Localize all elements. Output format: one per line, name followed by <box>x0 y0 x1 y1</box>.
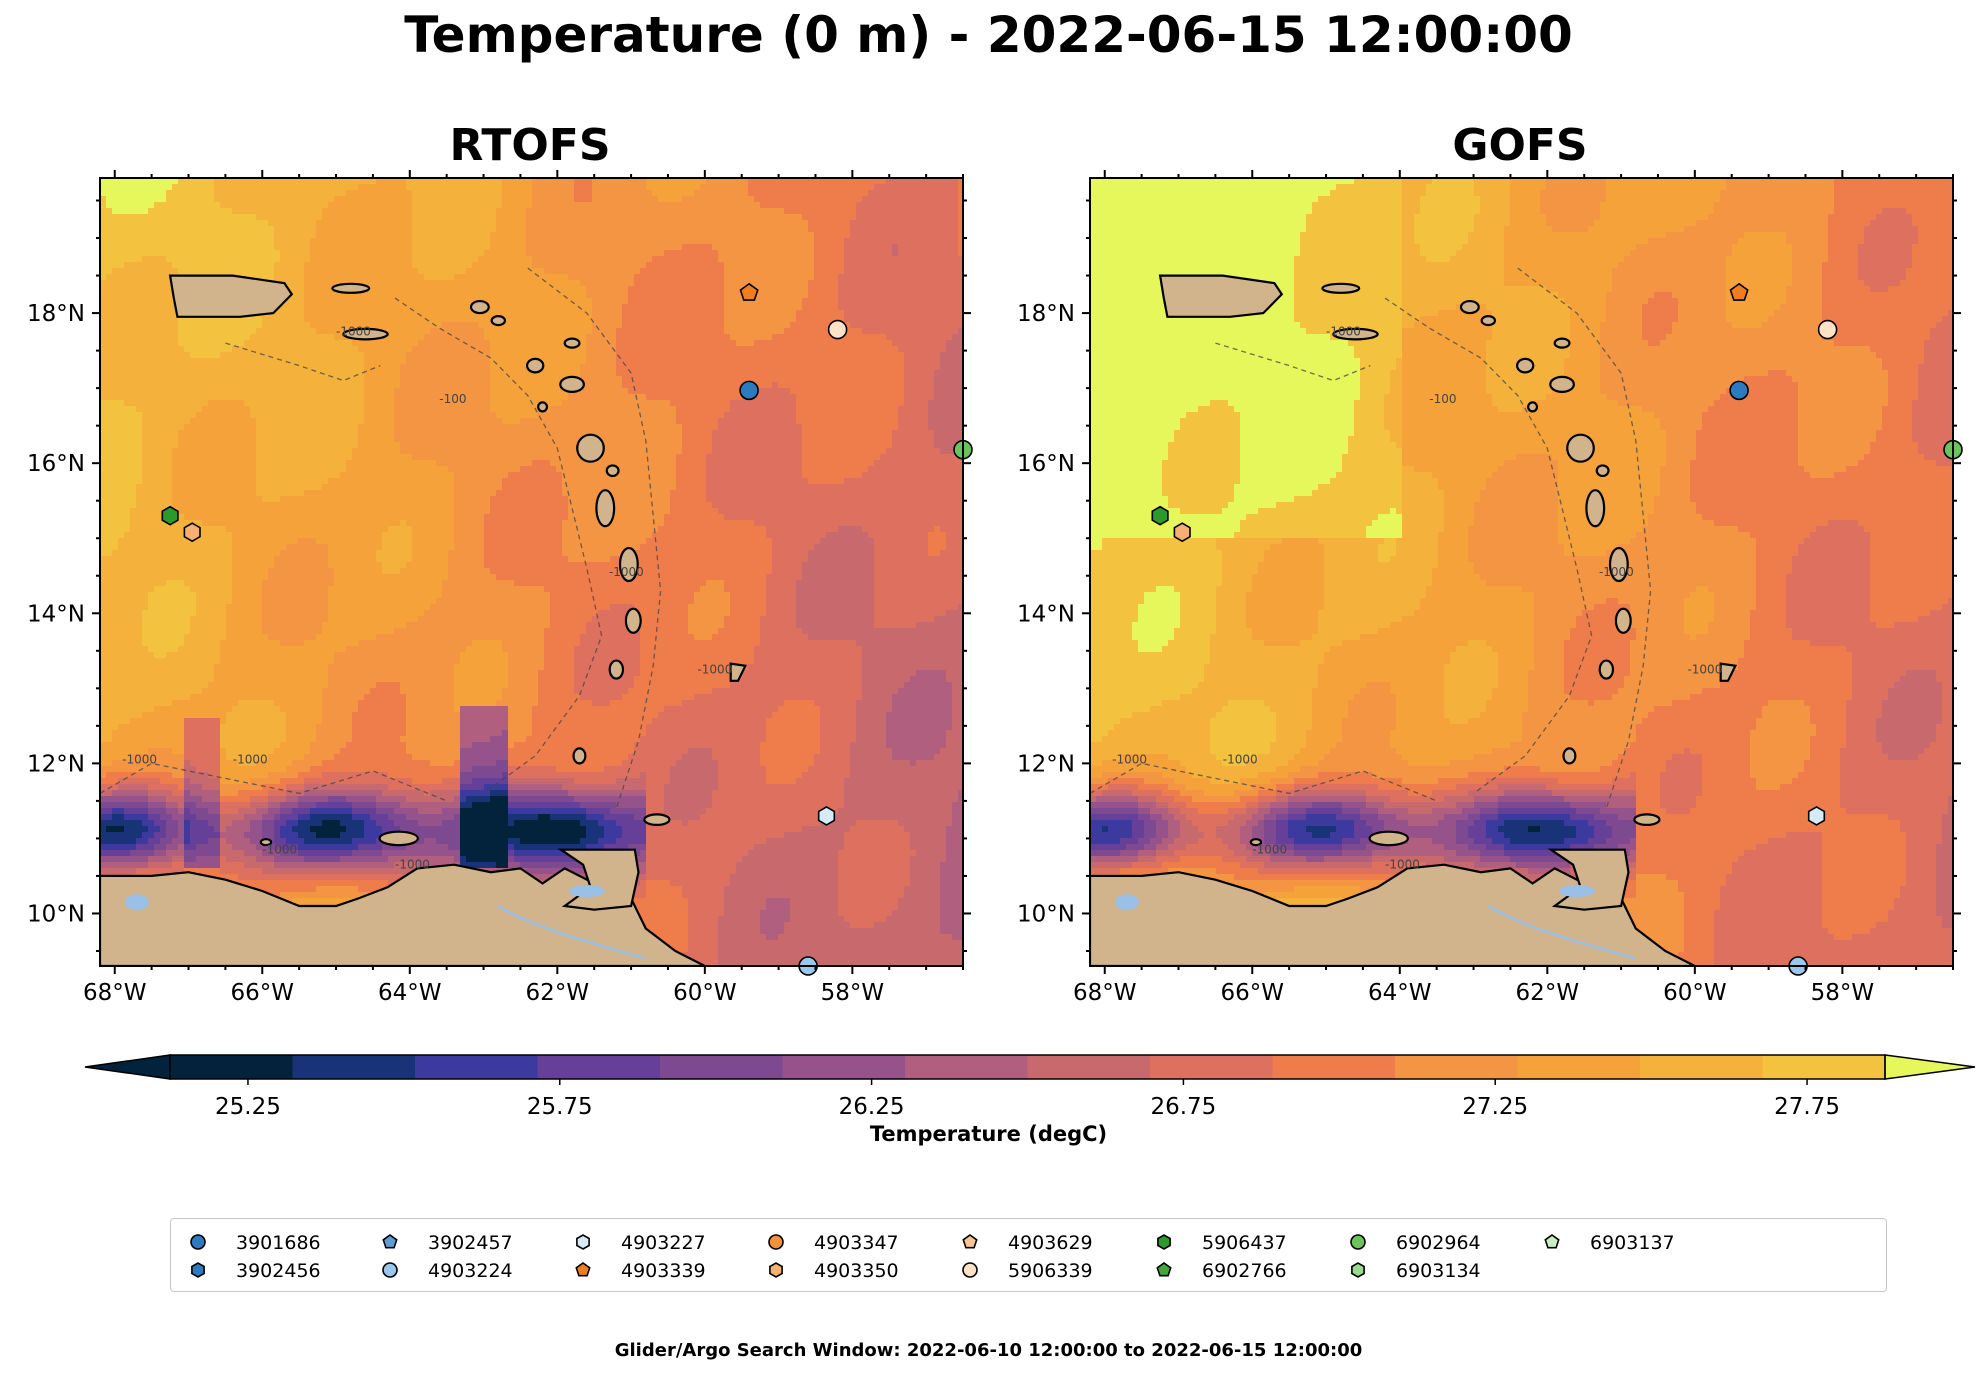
lake <box>125 894 149 910</box>
island <box>577 435 604 462</box>
contour-label: -1000 <box>122 752 157 766</box>
y-tick-label: 10°N <box>27 901 85 927</box>
float-marker <box>184 523 200 541</box>
y-tick-label: 12°N <box>27 751 85 777</box>
x-tick-label: 62°W <box>526 980 590 1006</box>
contour-label: -1000 <box>697 662 732 676</box>
island <box>596 490 614 526</box>
contour-label: -1000 <box>609 565 644 579</box>
island <box>527 359 543 373</box>
x-tick-label: 68°W <box>83 980 147 1006</box>
island <box>380 832 418 846</box>
island <box>492 316 505 325</box>
island <box>332 284 369 293</box>
legend <box>170 1218 1887 1292</box>
float-marker <box>829 321 847 339</box>
island <box>471 301 489 313</box>
island <box>560 377 584 392</box>
y-tick-label: 14°N <box>27 601 85 627</box>
gulf-of-paria <box>569 885 605 897</box>
contour-label: -1000 <box>336 325 371 339</box>
contour-label: -1000 <box>233 752 268 766</box>
float-marker <box>740 381 758 399</box>
float-marker <box>162 507 178 525</box>
y-tick-label: 18°N <box>27 301 85 327</box>
search-window-footer: Glider/Argo Search Window: 2022-06-10 12… <box>0 1340 1977 1361</box>
island <box>607 465 619 476</box>
colorbar-label: Temperature (degC) <box>0 1122 1977 1146</box>
land-puerto-rico <box>170 276 292 317</box>
float-marker <box>819 807 835 825</box>
contour-label: -1000 <box>262 842 297 856</box>
x-tick-label: 66°W <box>231 980 295 1006</box>
island <box>610 661 623 679</box>
island <box>626 609 641 633</box>
x-tick-label: 60°W <box>673 980 737 1006</box>
x-tick-label: 64°W <box>378 980 442 1006</box>
island <box>574 748 586 763</box>
island <box>644 814 669 825</box>
y-tick-label: 16°N <box>27 451 85 477</box>
island <box>565 339 580 348</box>
x-tick-label: 58°W <box>821 980 885 1006</box>
contour-label: -100 <box>439 392 466 406</box>
contour-label: -1000 <box>395 857 430 871</box>
island <box>538 402 547 411</box>
